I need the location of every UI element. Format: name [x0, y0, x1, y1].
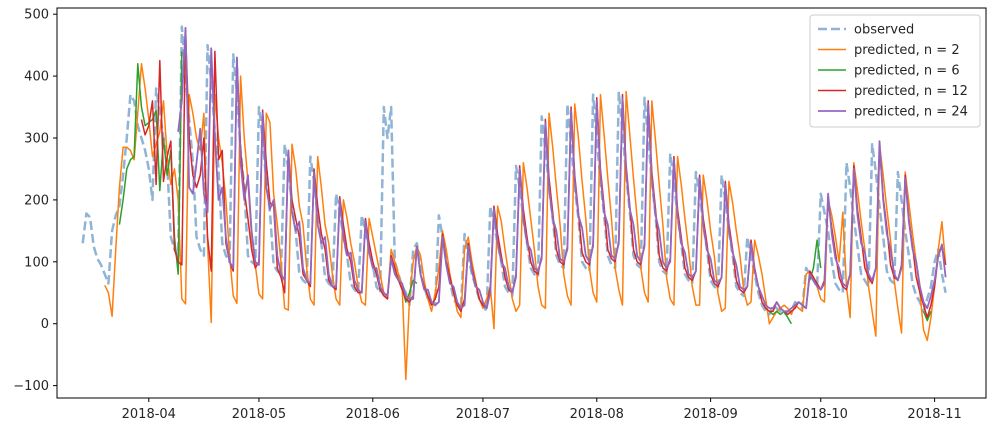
y-tick-label: 400 — [24, 70, 49, 85]
x-tick-label: 2018-06 — [346, 407, 400, 422]
x-tick-label: 2018-09 — [683, 407, 737, 422]
x-tick-label: 2018-11 — [907, 407, 961, 422]
legend-label: predicted, n = 12 — [854, 84, 968, 99]
x-tick-label: 2018-08 — [570, 407, 624, 422]
y-tick-label: 0 — [41, 317, 49, 332]
x-tick-label: 2018-07 — [456, 407, 510, 422]
legend-label: predicted, n = 24 — [854, 105, 968, 120]
y-tick-label: 200 — [24, 193, 49, 208]
x-tick-label: 2018-04 — [122, 407, 176, 422]
legend: observed predicted, n = 2 predicted, n = 6… — [810, 15, 980, 127]
y-axis: −100 0 100 200 300 400 500 — [13, 8, 57, 394]
legend-label: observed — [854, 23, 914, 38]
y-tick-label: 300 — [24, 132, 49, 147]
legend-label: predicted, n = 2 — [854, 43, 960, 58]
y-tick-label: 100 — [24, 255, 49, 270]
legend-label: predicted, n = 6 — [854, 64, 960, 79]
y-tick-label: −100 — [13, 379, 49, 394]
x-axis: 2018-04 2018-05 2018-06 2018-07 2018-08 2018-… — [122, 398, 962, 422]
x-tick-label: 2018-05 — [232, 407, 286, 422]
x-tick-label: 2018-10 — [794, 407, 848, 422]
y-tick-label: 500 — [24, 8, 49, 23]
